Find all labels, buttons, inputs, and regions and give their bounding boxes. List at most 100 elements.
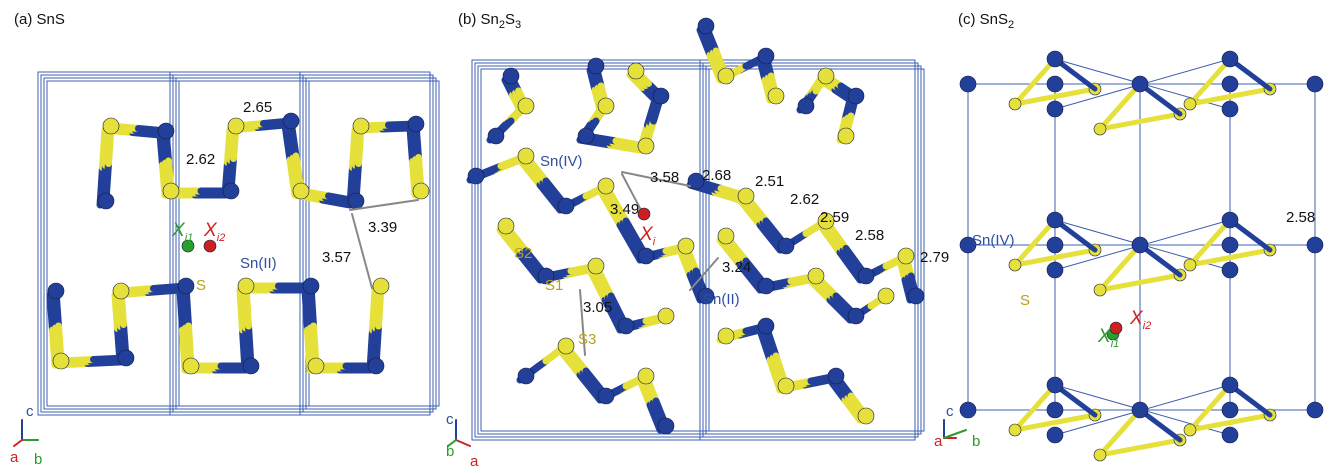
atom — [718, 328, 734, 344]
atom — [1047, 51, 1063, 67]
atom — [163, 183, 179, 199]
atom — [653, 88, 669, 104]
atom — [598, 388, 614, 404]
distance: 3.39 — [368, 219, 397, 236]
atom — [638, 248, 654, 264]
axis-label: b — [34, 451, 42, 468]
atom — [678, 238, 694, 254]
atom — [578, 128, 594, 144]
site-label: Sn(IV) — [972, 232, 1015, 249]
atom — [183, 358, 199, 374]
atom — [598, 98, 614, 114]
distance: 2.65 — [243, 99, 272, 116]
atom — [778, 378, 794, 394]
site-label: Sn(II) — [240, 255, 277, 272]
distance: 2.79 — [920, 249, 949, 266]
atom — [1009, 424, 1021, 436]
atom — [1222, 402, 1238, 418]
atom — [1132, 237, 1148, 253]
atom — [118, 350, 134, 366]
atom — [1307, 76, 1323, 92]
atom — [1184, 259, 1196, 271]
atom — [178, 278, 194, 294]
axis — [944, 430, 966, 438]
atom — [98, 193, 114, 209]
atom — [293, 183, 309, 199]
axis-label: c — [446, 411, 454, 428]
atom — [858, 408, 874, 424]
atom — [1047, 377, 1063, 393]
atom — [1009, 259, 1021, 271]
atom — [558, 198, 574, 214]
site-label: Sn(II) — [703, 291, 740, 308]
atom — [838, 128, 854, 144]
atom — [778, 238, 794, 254]
atom — [283, 113, 299, 129]
distance: 2.58 — [1286, 209, 1315, 226]
distance: 3.57 — [322, 249, 351, 266]
distance: 2.62 — [790, 191, 819, 208]
atom — [828, 368, 844, 384]
atom — [718, 228, 734, 244]
interstitial-label: Xi1 — [171, 220, 193, 244]
atom — [303, 278, 319, 294]
atom — [768, 88, 784, 104]
atom — [1110, 322, 1122, 334]
atom — [1009, 98, 1021, 110]
atom — [1184, 98, 1196, 110]
atom — [588, 258, 604, 274]
atom — [1222, 51, 1238, 67]
axis-label: a — [10, 449, 19, 466]
axis-label: a — [934, 433, 943, 450]
atom — [228, 118, 244, 134]
atom — [498, 218, 514, 234]
site-label: S3 — [578, 331, 596, 348]
atom — [658, 418, 674, 434]
atom — [718, 68, 734, 84]
atom — [1222, 101, 1238, 117]
atom — [1222, 377, 1238, 393]
atom — [238, 278, 254, 294]
axis-label: c — [26, 403, 34, 420]
atom — [588, 58, 604, 74]
atom — [1132, 76, 1148, 92]
site-label: S — [196, 277, 206, 294]
atom — [413, 183, 429, 199]
atom — [628, 63, 644, 79]
atom — [1307, 402, 1323, 418]
atom — [898, 248, 914, 264]
atom — [518, 148, 534, 164]
atom — [1184, 424, 1196, 436]
atom — [103, 118, 119, 134]
atom — [638, 368, 654, 384]
atom — [1094, 123, 1106, 135]
atom — [1222, 262, 1238, 278]
axis-label: b — [972, 433, 980, 450]
axis-label: b — [446, 443, 454, 460]
atom — [1222, 212, 1238, 228]
atom — [243, 358, 259, 374]
interstitial-label: Xi2 — [1129, 308, 1151, 332]
site-label: S1 — [545, 277, 563, 294]
atom — [308, 358, 324, 374]
distance: 2.68 — [702, 167, 731, 184]
site-label: S2 — [514, 245, 532, 262]
atom — [848, 88, 864, 104]
distance: 3.24 — [722, 259, 751, 276]
atom — [758, 48, 774, 64]
atom — [658, 308, 674, 324]
atom — [1047, 402, 1063, 418]
atom — [1047, 427, 1063, 443]
distance: 3.58 — [650, 169, 679, 186]
atom — [1047, 262, 1063, 278]
atom — [1094, 449, 1106, 461]
atom — [348, 193, 364, 209]
atom — [1047, 237, 1063, 253]
distance: 2.58 — [855, 227, 884, 244]
panel-title: (b) Sn2S3 — [458, 11, 521, 31]
atom — [598, 178, 614, 194]
atom — [798, 98, 814, 114]
atom — [908, 288, 924, 304]
atom — [1094, 284, 1106, 296]
atom — [878, 288, 894, 304]
